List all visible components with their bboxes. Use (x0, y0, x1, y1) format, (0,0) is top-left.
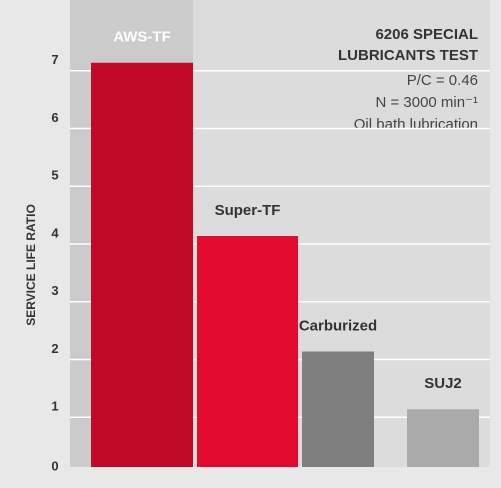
y-tick-label: 2 (51, 341, 58, 356)
chart-title: 6206 SPECIAL (375, 26, 478, 43)
y-tick-label: 6 (51, 110, 58, 125)
bar (91, 62, 193, 467)
y-tick-label: 0 (51, 458, 58, 473)
y-tick-label: 4 (51, 225, 59, 240)
y-tick-label: 1 (51, 399, 58, 414)
y-axis-label: SERVICE LIFE RATIO (24, 204, 38, 326)
bar-label: AWS-TF (113, 29, 171, 46)
chart-title: LUBRICANTS TEST (338, 47, 478, 64)
annotation: N = 3000 min⁻¹ (375, 94, 478, 111)
annotation: P/C = 0.46 (407, 72, 478, 89)
y-tick-label: 3 (51, 283, 58, 298)
bar (302, 351, 374, 467)
annotation: Oil bath lubrication (354, 116, 478, 133)
y-tick-label: 5 (51, 168, 58, 183)
bar (197, 236, 298, 467)
bar-label: Super-TF (215, 202, 281, 219)
bar-label: Carburized (299, 317, 377, 334)
bar (407, 409, 479, 467)
bar-label: SUJ2 (424, 375, 462, 392)
y-tick-label: 7 (51, 52, 58, 67)
